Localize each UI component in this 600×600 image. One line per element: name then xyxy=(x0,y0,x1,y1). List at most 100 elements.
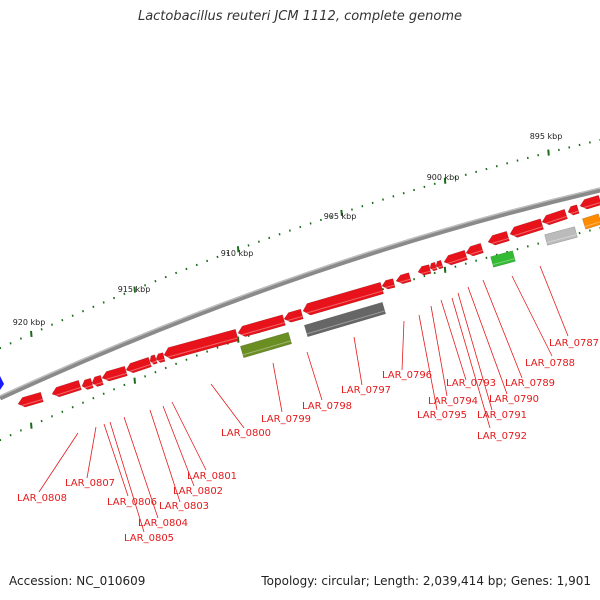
scale-tick xyxy=(133,286,136,293)
scale-tick xyxy=(102,392,105,395)
gene-feature-shine xyxy=(466,249,483,256)
scale-tick xyxy=(61,318,64,322)
gene-label[interactable]: LAR_0798 xyxy=(302,401,352,412)
scale-tick xyxy=(433,271,436,275)
gene-label[interactable]: LAR_0808 xyxy=(17,493,67,504)
scale-tick xyxy=(113,296,116,300)
gene-feature xyxy=(302,281,384,316)
leader-line xyxy=(467,286,508,395)
leader-line xyxy=(457,292,493,411)
scale-tick xyxy=(547,149,550,156)
gene-feature-shine xyxy=(418,270,431,275)
leader-line xyxy=(272,362,283,413)
scale-tick xyxy=(123,292,126,295)
gene-feature-shine xyxy=(156,358,165,362)
scale-tick xyxy=(113,388,116,391)
gene-label[interactable]: LAR_0802 xyxy=(173,486,223,497)
leader-line xyxy=(430,305,448,397)
gene-feature xyxy=(381,278,396,290)
gene-label[interactable]: LAR_0795 xyxy=(417,410,467,421)
leader-line xyxy=(451,297,491,429)
scale-tick xyxy=(330,215,333,218)
gene-label[interactable]: LAR_0805 xyxy=(124,533,174,544)
gene-feature xyxy=(303,301,387,338)
scale-tick xyxy=(144,375,147,378)
leader-line xyxy=(440,299,467,381)
gene-label[interactable]: LAR_0804 xyxy=(138,518,188,529)
scale-tick xyxy=(164,275,167,279)
scale-tick xyxy=(588,229,591,232)
gene-feature-shine xyxy=(580,202,600,209)
scale-tick xyxy=(154,370,157,374)
gene-label[interactable]: LAR_0800 xyxy=(221,428,271,439)
leader-line xyxy=(539,265,569,337)
gene-label[interactable]: LAR_0789 xyxy=(505,378,555,389)
scale-tick xyxy=(206,350,209,353)
gene-feature-shine xyxy=(284,315,303,322)
genome-summary-text: Topology: circular; Length: 2,039,414 bp… xyxy=(261,574,591,588)
gene-feature xyxy=(237,314,286,337)
gene-label[interactable]: LAR_0796 xyxy=(382,370,432,381)
gene-label[interactable]: LAR_0807 xyxy=(65,478,115,489)
gene-label[interactable]: LAR_0803 xyxy=(159,501,209,512)
gene-label[interactable]: LAR_0797 xyxy=(341,385,391,396)
genome-backbone xyxy=(0,187,600,401)
outer-scale-ticks xyxy=(0,139,600,350)
scale-tick xyxy=(30,422,33,429)
gene-label[interactable]: LAR_0793 xyxy=(446,378,496,389)
scale-tick xyxy=(61,410,64,413)
scale-tick xyxy=(175,271,178,275)
genome-backbone-highlight xyxy=(0,187,600,397)
scale-tick xyxy=(40,419,43,423)
gene-feature xyxy=(544,226,578,246)
scale-tick xyxy=(350,208,353,211)
leader-line xyxy=(418,314,438,411)
gene-label[interactable]: LAR_0791 xyxy=(477,410,527,421)
scale-tick xyxy=(309,222,312,225)
gene-feature xyxy=(101,365,128,382)
gene-feature xyxy=(240,331,292,359)
scale-tick xyxy=(226,251,229,255)
scale-tick xyxy=(288,229,291,232)
scale-tick xyxy=(526,156,529,160)
gene-label[interactable]: LAR_0790 xyxy=(489,394,539,405)
gene-feature-shine xyxy=(82,384,93,389)
scale-tick xyxy=(71,314,74,317)
gene-feature xyxy=(125,356,152,374)
gene-feature xyxy=(579,194,600,210)
scale-tick xyxy=(154,279,157,283)
gene-label[interactable]: LAR_0788 xyxy=(525,358,575,369)
scale-tick xyxy=(40,328,43,331)
scale-tick xyxy=(195,263,198,267)
gene-feature-shine xyxy=(584,221,600,228)
gene-label[interactable]: LAR_0806 xyxy=(107,497,157,508)
scale-tick xyxy=(413,278,416,281)
scale-tick xyxy=(30,330,33,337)
gene-feature-shine xyxy=(52,386,81,397)
gene-label[interactable]: LAR_0801 xyxy=(187,471,237,482)
gene-label[interactable]: LAR_0794 xyxy=(428,396,478,407)
scale-tick xyxy=(382,198,384,201)
scale-tick xyxy=(92,305,95,308)
scale-label-905: 905 kbp xyxy=(324,212,357,221)
scale-tick xyxy=(195,354,198,357)
scale-tick xyxy=(485,256,488,259)
gene-feature-shine xyxy=(242,340,291,356)
gene-feature xyxy=(91,374,104,387)
gene-label[interactable]: LAR_0792 xyxy=(477,431,527,442)
gene-feature xyxy=(17,391,44,408)
leader-line xyxy=(123,416,159,519)
gene-label[interactable]: LAR_0799 xyxy=(261,414,311,425)
gene-label[interactable]: LAR_0787 xyxy=(549,338,599,349)
gene-feature-shine xyxy=(306,310,385,335)
scale-tick xyxy=(578,231,581,235)
gene-feature-shine xyxy=(488,237,509,245)
gene-feature xyxy=(283,308,304,323)
scale-label-895: 895 kbp xyxy=(530,132,563,141)
gene-feature xyxy=(487,230,510,246)
scale-tick xyxy=(175,362,178,365)
gene-feature-shine xyxy=(436,265,443,269)
scale-tick xyxy=(82,401,84,404)
gene-feature xyxy=(465,242,484,257)
